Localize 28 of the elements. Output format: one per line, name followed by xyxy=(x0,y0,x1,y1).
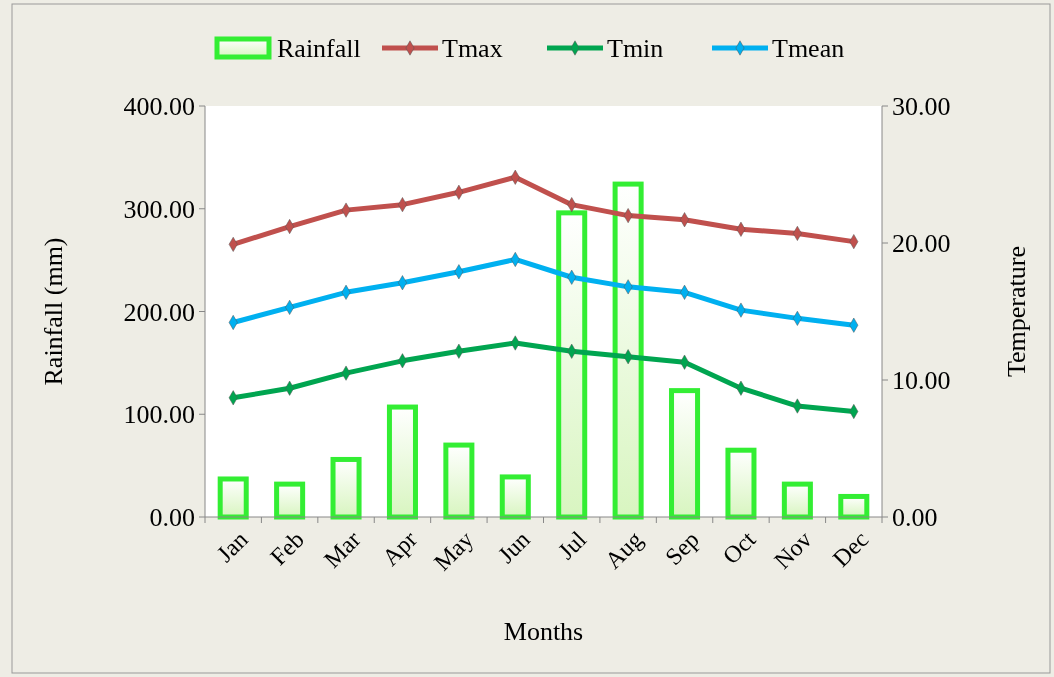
y-tick-label: 400.00 xyxy=(123,92,195,122)
x-tick-label: Apr xyxy=(377,526,422,571)
y-tick-label: 0.00 xyxy=(149,503,195,533)
x-axis-title: Months xyxy=(503,617,584,646)
x-tick-label: Nov xyxy=(769,526,817,574)
y2-tick-label: 30.00 xyxy=(892,92,951,122)
y-axis-title: Rainfall (mm) xyxy=(39,237,68,386)
x-tick-label: May xyxy=(428,526,479,576)
x-tick-label: Aug xyxy=(599,526,648,574)
y-tick-label: 200.00 xyxy=(123,297,195,327)
legend-label: Tmax xyxy=(442,34,503,64)
legend-label: Tmean xyxy=(772,34,845,64)
x-tick-label: Dec xyxy=(827,526,874,572)
y-tick-label: 100.00 xyxy=(123,400,195,430)
x-tick-label: Jan xyxy=(211,526,253,568)
legend-label: Rainfall xyxy=(277,34,361,64)
y2-tick-label: 0.00 xyxy=(892,503,938,533)
y2-axis-title: Temperature xyxy=(1002,246,1031,377)
x-tick-label: Jul xyxy=(552,525,592,565)
y-tick-label: 300.00 xyxy=(123,194,195,224)
legend-label: Tmin xyxy=(607,34,664,64)
x-tick-label: Jun xyxy=(492,526,535,569)
y2-tick-label: 20.00 xyxy=(892,229,951,259)
x-tick-label: Oct xyxy=(717,525,761,569)
x-tick-label: Mar xyxy=(318,526,366,573)
x-tick-label: Sep xyxy=(660,526,705,570)
x-tick-label: Feb xyxy=(265,526,310,570)
y2-tick-label: 10.00 xyxy=(892,366,951,396)
